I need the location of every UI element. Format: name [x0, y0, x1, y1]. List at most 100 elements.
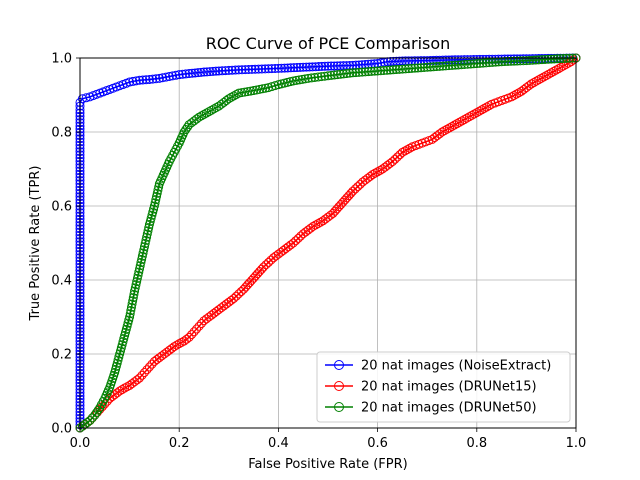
series-point [419, 62, 429, 72]
series-point [444, 55, 454, 65]
series-point [506, 54, 516, 64]
y-tick-label: 0.0 [51, 422, 72, 437]
series-point [295, 62, 305, 72]
series-point [335, 69, 345, 79]
series-point [308, 221, 318, 231]
series-point [306, 73, 316, 83]
series-point [197, 318, 207, 328]
series-point [462, 113, 472, 123]
series-point [552, 54, 562, 64]
series-point [205, 67, 215, 77]
series-point [227, 65, 237, 75]
series-point [397, 64, 407, 74]
series-point [249, 86, 259, 96]
series-point [139, 368, 149, 377]
series-point [263, 64, 273, 74]
series-point [164, 72, 174, 81]
series-point [130, 286, 140, 296]
legend-marker [334, 360, 344, 370]
series-point [179, 127, 189, 137]
series-point [117, 385, 127, 395]
series-point [478, 58, 488, 68]
series-point [320, 71, 330, 81]
series-point [546, 54, 556, 64]
series-point [240, 65, 250, 75]
series-point [244, 64, 254, 74]
series-point [122, 382, 132, 392]
series-point [181, 125, 191, 135]
series-point [387, 157, 397, 167]
series-point [260, 64, 270, 74]
series-point [537, 55, 547, 65]
series-point [382, 65, 392, 75]
series-point [172, 340, 182, 350]
series-point [288, 238, 298, 248]
series-point [240, 87, 250, 97]
series-point [152, 188, 162, 198]
series-point [435, 129, 445, 139]
series-point [435, 61, 445, 71]
series-point [379, 65, 389, 75]
series-point [252, 85, 262, 95]
series-point [536, 73, 546, 83]
x-tick-label: 0.0 [70, 436, 91, 451]
series-point [267, 64, 277, 74]
series-point [140, 239, 150, 249]
series-point [174, 339, 184, 349]
series-point [521, 56, 531, 66]
series-point [541, 71, 551, 81]
series-point [270, 63, 280, 73]
series-line [79, 57, 577, 429]
series-point [82, 417, 92, 427]
series-point [142, 229, 152, 239]
series-point [474, 106, 484, 116]
series-point [365, 171, 375, 181]
series-point [209, 104, 219, 114]
series-point [301, 62, 311, 72]
series-point [243, 87, 253, 97]
series-point [137, 254, 147, 264]
series-point [224, 94, 234, 104]
series-point [447, 55, 457, 65]
series-point [211, 102, 221, 112]
series-point [134, 267, 144, 277]
series-point [161, 72, 171, 82]
series-point [208, 66, 218, 76]
series-point [115, 386, 125, 396]
series-point [292, 63, 302, 73]
series-point [202, 67, 212, 77]
series-point [397, 147, 407, 157]
series-point [171, 70, 181, 80]
series-point [556, 62, 566, 72]
series-point [457, 116, 467, 126]
series-point [456, 60, 466, 70]
series-point [422, 62, 432, 72]
series-point [298, 62, 308, 72]
series-point [360, 67, 370, 77]
series-point [363, 67, 373, 77]
series-point [224, 65, 234, 75]
series-point [385, 65, 395, 75]
series-point [237, 65, 247, 75]
legend-marker [334, 402, 344, 412]
series-point [131, 76, 141, 86]
x-tick-label: 0.6 [367, 436, 388, 451]
series-point [335, 61, 345, 71]
series-point [314, 62, 324, 72]
series-point [231, 90, 241, 100]
series-point [129, 289, 139, 299]
series-point [370, 168, 380, 178]
series-point [509, 90, 519, 100]
series-point [153, 185, 163, 195]
series-point [148, 74, 158, 84]
series-point [168, 71, 178, 81]
series-point [509, 56, 519, 66]
series-point [394, 64, 404, 74]
series-point [549, 54, 559, 64]
series-point [286, 63, 296, 73]
series-point [277, 63, 286, 73]
series-point [189, 327, 199, 337]
series-point [247, 64, 257, 74]
series-point [283, 63, 293, 73]
series-point [128, 293, 138, 303]
